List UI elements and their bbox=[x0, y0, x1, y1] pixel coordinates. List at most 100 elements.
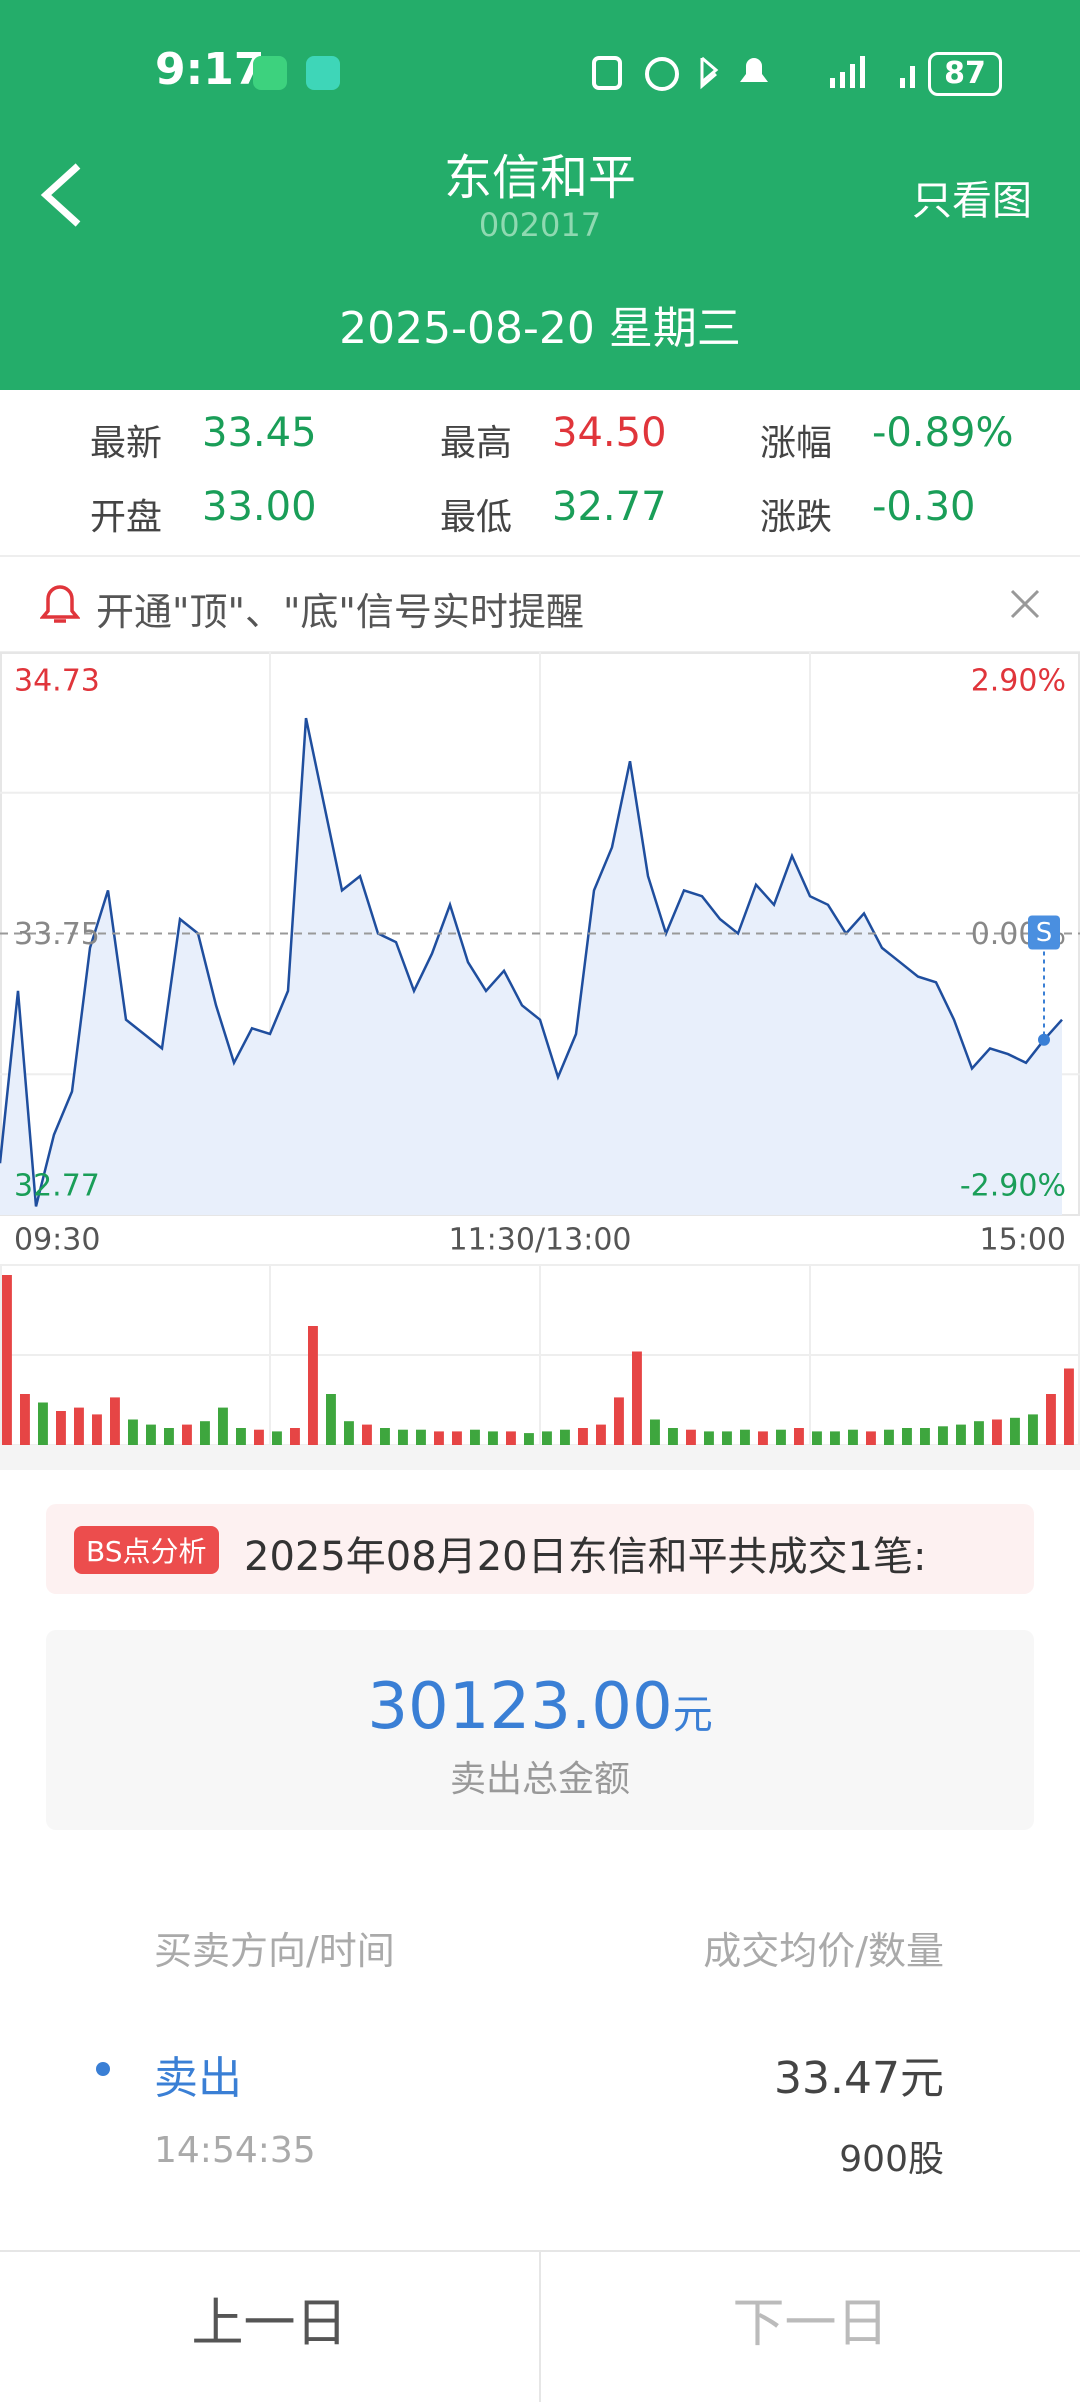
volume-bar bbox=[2, 1275, 12, 1445]
volume-bar bbox=[470, 1429, 480, 1445]
bs-tag: BS点分析 bbox=[74, 1526, 219, 1574]
banner-text: 开通"顶"、"底"信号实时提醒 bbox=[96, 590, 584, 634]
volume-bar bbox=[596, 1424, 606, 1445]
volume-bar bbox=[542, 1431, 552, 1445]
volume-bar bbox=[146, 1424, 156, 1445]
signal-banner: 开通"顶"、"底"信号实时提醒 bbox=[0, 557, 1080, 653]
date: 2025-08-20 星期三 bbox=[339, 303, 741, 354]
volume-bar bbox=[992, 1419, 1002, 1445]
close-button[interactable] bbox=[1008, 587, 1042, 621]
volume-bar bbox=[902, 1428, 912, 1445]
amount-unit: 元 bbox=[672, 1692, 713, 1738]
trade-direction: 卖出 bbox=[154, 2053, 242, 2104]
volume-bar bbox=[740, 1429, 750, 1445]
status-icons bbox=[590, 52, 920, 92]
quote-value: -0.30 bbox=[872, 484, 976, 530]
stock-code: 002017 bbox=[478, 206, 602, 244]
volume-bar bbox=[686, 1429, 696, 1445]
bs-summary-text: 2025年08月20日东信和平共成交1笔: bbox=[244, 1534, 927, 1580]
bell-icon bbox=[40, 585, 80, 623]
nav-separator bbox=[539, 2252, 541, 2402]
volume-bar bbox=[938, 1426, 948, 1445]
volume-bar bbox=[326, 1394, 336, 1445]
prev-day-button[interactable]: 上一日 bbox=[191, 2294, 348, 2354]
volume-bar bbox=[236, 1428, 246, 1445]
quote-value: 33.45 bbox=[202, 410, 317, 456]
volume-bar bbox=[434, 1431, 444, 1445]
volume-bar bbox=[38, 1402, 48, 1445]
volume-bar bbox=[218, 1407, 228, 1445]
volume-bar bbox=[830, 1431, 840, 1445]
trade-time: 14:54:35 bbox=[154, 2130, 316, 2171]
volume-bar bbox=[308, 1326, 318, 1445]
volume-bar bbox=[488, 1431, 498, 1445]
volume-bar bbox=[668, 1428, 678, 1445]
amount-line: 30123.00元 bbox=[46, 1670, 1034, 1744]
volume-bar bbox=[164, 1428, 174, 1445]
quote-value: 32.77 bbox=[552, 484, 667, 530]
table-header: 买卖方向/时间 bbox=[154, 1929, 395, 1973]
volume-bar bbox=[920, 1428, 930, 1445]
bottom-nav: 上一日 下一日 bbox=[0, 2250, 1080, 2402]
volume-bar bbox=[182, 1424, 192, 1445]
volume-bar bbox=[704, 1431, 714, 1445]
amount: 30123.00 bbox=[367, 1670, 673, 1744]
row-dot bbox=[96, 2062, 110, 2076]
volume-bar bbox=[1064, 1368, 1074, 1445]
price-area bbox=[0, 718, 1062, 1215]
y-tick-label: 33.75 bbox=[14, 917, 100, 952]
volume-bar bbox=[56, 1411, 66, 1445]
battery: 87 bbox=[928, 52, 1002, 96]
x-tick-label: 09:30 bbox=[14, 1223, 100, 1258]
marker-point bbox=[1038, 1033, 1050, 1046]
header: 9:17 87 东信和平 002017 只看图 2025-08-20 星期三 bbox=[0, 0, 1080, 390]
volume-bar bbox=[794, 1428, 804, 1445]
amount-label: 卖出总金额 bbox=[449, 1759, 630, 1800]
volume-bar bbox=[758, 1431, 768, 1445]
x-tick-label: 11:30/13:00 bbox=[448, 1223, 631, 1258]
app-icon bbox=[306, 56, 340, 90]
volume-bar bbox=[722, 1431, 732, 1445]
volume-bar bbox=[812, 1431, 822, 1445]
volume-bar bbox=[452, 1431, 462, 1445]
volume-bar bbox=[614, 1397, 624, 1445]
quote-label: 开盘 bbox=[90, 497, 163, 538]
trade-quantity: 900股 bbox=[839, 2139, 944, 2180]
quote-value: -0.89% bbox=[872, 410, 1014, 456]
marker-label: S bbox=[1036, 918, 1053, 948]
chart-only-button[interactable]: 只看图 bbox=[912, 178, 1032, 224]
y-tick-label: 34.73 bbox=[14, 664, 100, 699]
volume-bar bbox=[974, 1421, 984, 1445]
next-day-button[interactable]: 下一日 bbox=[732, 2294, 889, 2354]
volume-bar bbox=[524, 1433, 534, 1445]
volume-bar bbox=[776, 1429, 786, 1445]
volume-bar bbox=[506, 1431, 516, 1445]
volume-bar bbox=[650, 1419, 660, 1445]
volume-bar bbox=[866, 1431, 876, 1445]
wechat-icon bbox=[253, 56, 287, 90]
y2-tick-label: 2.90% bbox=[971, 664, 1066, 699]
marker-box bbox=[1028, 915, 1060, 950]
quote-panel: 最新 33.45 最高 34.50 涨幅 -0.89% 开盘 33.00 最低 32.77 涨跌 -0… bbox=[0, 390, 1080, 557]
status-time: 9:17 bbox=[155, 44, 265, 95]
quote-value: 34.50 bbox=[552, 410, 667, 456]
quote-label: 涨跌 bbox=[760, 497, 833, 538]
volume-bar bbox=[74, 1407, 84, 1445]
volume-bar bbox=[128, 1419, 138, 1445]
back-button[interactable] bbox=[36, 160, 86, 230]
volume-bar bbox=[254, 1429, 264, 1445]
volume-bar bbox=[398, 1429, 408, 1445]
volume-bar bbox=[1046, 1394, 1056, 1445]
y-tick-label: 32.77 bbox=[14, 1169, 100, 1204]
volume-bar bbox=[92, 1414, 102, 1445]
volume-bar bbox=[290, 1428, 300, 1445]
volume-bar bbox=[1010, 1417, 1020, 1445]
volume-bar bbox=[632, 1351, 642, 1445]
volume-bar bbox=[344, 1421, 354, 1445]
price-line bbox=[0, 717, 1063, 1207]
volume-bar bbox=[1028, 1414, 1038, 1445]
x-tick-label: 15:00 bbox=[980, 1223, 1066, 1258]
volume-bar bbox=[848, 1429, 858, 1445]
